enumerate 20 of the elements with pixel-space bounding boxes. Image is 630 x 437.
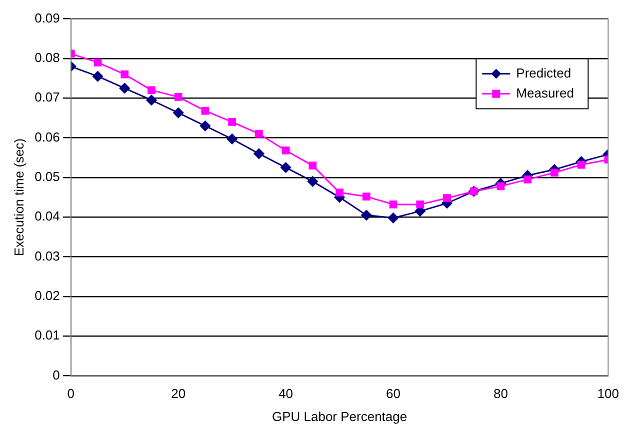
y-tick-label: 0.02 <box>34 288 60 304</box>
legend-label: Predicted <box>516 65 572 80</box>
y-tick-label: 0.06 <box>34 129 60 144</box>
x-tick-label: 100 <box>597 386 620 402</box>
y-tick-label: 0.04 <box>34 208 60 224</box>
y-tick-label: 0.01 <box>34 328 60 343</box>
legend-label: Measured <box>516 85 574 100</box>
x-tick-label: 0 <box>67 386 75 402</box>
y-tick-label: 0.08 <box>34 50 60 66</box>
x-tick-label: 60 <box>386 386 400 402</box>
y-tick-label: 0.05 <box>34 169 60 184</box>
x-tick-label: 40 <box>278 386 294 402</box>
x-axis-title: GPU Labor Percentage <box>272 408 408 424</box>
y-axis-title: Execution time (sec) <box>11 138 26 256</box>
x-tick-label: 20 <box>171 386 186 402</box>
y-tick-label: 0.07 <box>34 90 60 105</box>
y-tick-label: 0.09 <box>34 10 60 26</box>
y-tick-label: 0 <box>52 367 60 382</box>
y-tick-label: 0.03 <box>34 248 60 264</box>
x-tick-label: 80 <box>493 386 508 402</box>
